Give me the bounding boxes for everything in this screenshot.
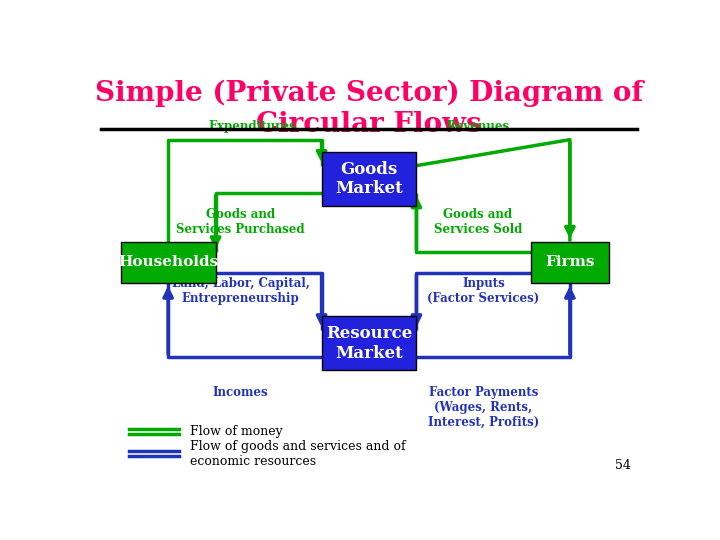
Text: Simple (Private Sector) Diagram of
Circular Flows: Simple (Private Sector) Diagram of Circu… [95, 79, 643, 138]
Text: Flow of money: Flow of money [190, 425, 283, 438]
Text: Inputs
(Factor Services): Inputs (Factor Services) [427, 277, 539, 305]
Text: Revenues: Revenues [446, 120, 509, 133]
Text: Goods and
Services Purchased: Goods and Services Purchased [176, 208, 305, 237]
Text: Land, Labor, Capital,
Entrepreneurship: Land, Labor, Capital, Entrepreneurship [172, 277, 310, 305]
FancyBboxPatch shape [322, 316, 416, 370]
Text: Resource
Market: Resource Market [326, 325, 412, 362]
FancyBboxPatch shape [322, 152, 416, 206]
Text: Firms: Firms [545, 255, 595, 269]
Text: 54: 54 [616, 460, 631, 472]
Text: Goods and
Services Sold: Goods and Services Sold [433, 208, 522, 237]
Text: Goods
Market: Goods Market [335, 161, 403, 198]
Text: Expenditures: Expenditures [208, 120, 296, 133]
Text: Factor Payments
(Wages, Rents,
Interest, Profits): Factor Payments (Wages, Rents, Interest,… [428, 386, 539, 429]
Text: Households: Households [118, 255, 218, 269]
FancyBboxPatch shape [121, 241, 215, 283]
FancyBboxPatch shape [531, 241, 609, 283]
Text: Flow of goods and services and of
economic resources: Flow of goods and services and of econom… [190, 440, 406, 468]
Text: Incomes: Incomes [213, 386, 269, 399]
